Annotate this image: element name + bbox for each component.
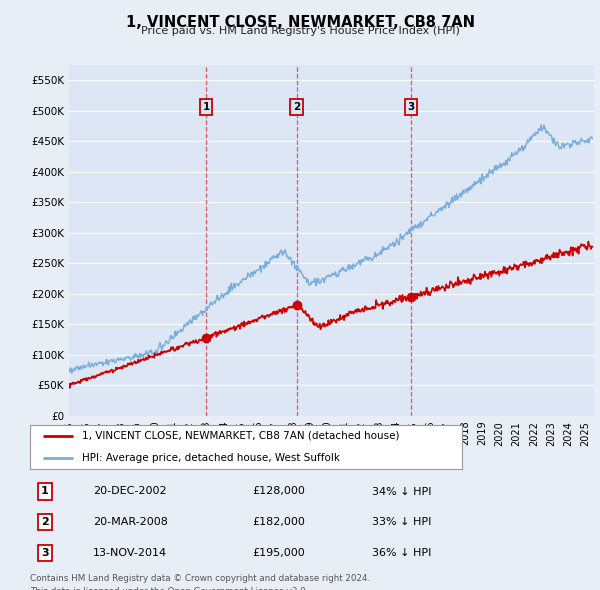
Text: 36% ↓ HPI: 36% ↓ HPI bbox=[372, 548, 431, 558]
Text: This data is licensed under the Open Government Licence v3.0.: This data is licensed under the Open Gov… bbox=[30, 587, 308, 590]
Text: 1: 1 bbox=[41, 487, 49, 496]
Text: 3: 3 bbox=[407, 102, 415, 112]
Text: 20-MAR-2008: 20-MAR-2008 bbox=[93, 517, 168, 527]
Text: 20-DEC-2002: 20-DEC-2002 bbox=[93, 487, 167, 496]
Text: HPI: Average price, detached house, West Suffolk: HPI: Average price, detached house, West… bbox=[82, 453, 340, 463]
Text: 1, VINCENT CLOSE, NEWMARKET, CB8 7AN (detached house): 1, VINCENT CLOSE, NEWMARKET, CB8 7AN (de… bbox=[82, 431, 400, 441]
Text: 34% ↓ HPI: 34% ↓ HPI bbox=[372, 487, 431, 496]
Text: £195,000: £195,000 bbox=[252, 548, 305, 558]
Text: £182,000: £182,000 bbox=[252, 517, 305, 527]
Text: 3: 3 bbox=[41, 548, 49, 558]
Text: Price paid vs. HM Land Registry's House Price Index (HPI): Price paid vs. HM Land Registry's House … bbox=[140, 26, 460, 36]
Text: 1, VINCENT CLOSE, NEWMARKET, CB8 7AN: 1, VINCENT CLOSE, NEWMARKET, CB8 7AN bbox=[125, 15, 475, 30]
Text: 1: 1 bbox=[202, 102, 209, 112]
Text: 2: 2 bbox=[293, 102, 300, 112]
Text: Contains HM Land Registry data © Crown copyright and database right 2024.: Contains HM Land Registry data © Crown c… bbox=[30, 574, 370, 584]
Text: 2: 2 bbox=[41, 517, 49, 527]
Text: £128,000: £128,000 bbox=[252, 487, 305, 496]
Text: 13-NOV-2014: 13-NOV-2014 bbox=[93, 548, 167, 558]
Text: 33% ↓ HPI: 33% ↓ HPI bbox=[372, 517, 431, 527]
